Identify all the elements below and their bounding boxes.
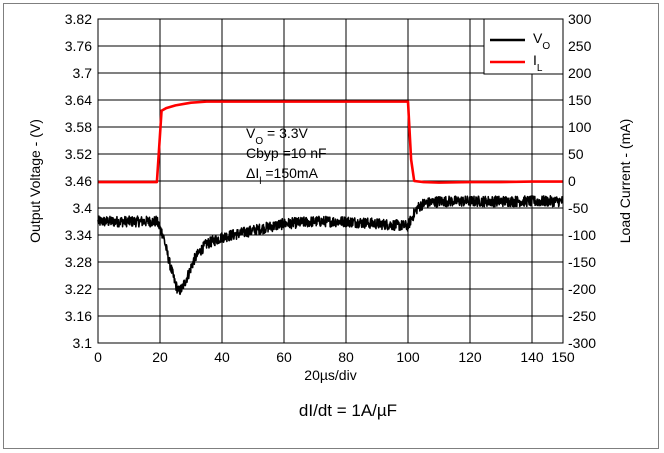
plot-area (97, 18, 564, 344)
y-axis-label-right: Load Current - (mA) (617, 119, 633, 243)
x-tick-label-60: 60 (276, 349, 292, 365)
x-tick-label-80: 80 (338, 349, 354, 365)
series-line-vo (97, 195, 564, 296)
legend: VO IL (483, 18, 564, 75)
annotation-vo-base: V (246, 125, 256, 141)
x-tick-label-100: 100 (396, 349, 420, 365)
y-left-tick-label-3.46: 3.46 (65, 173, 92, 189)
y-axis-label-left: Output Voltage - (V) (27, 119, 43, 243)
legend-label-il-sub: L (537, 63, 543, 74)
y-left-tick-label-3.16: 3.16 (65, 308, 92, 324)
x-axis-label: 20µs/div (304, 367, 356, 383)
annotation-cbyp: Cbyp =10 nF (246, 145, 327, 161)
figure-caption: dI/dt = 1A/µF (299, 401, 397, 420)
y-right-tick-label--100: -100 (568, 227, 596, 243)
y-right-tick-label-200: 200 (568, 65, 592, 81)
y-left-tick-label-3.58: 3.58 (65, 119, 92, 135)
legend-label-vo-sub: O (542, 41, 550, 52)
series-layer (97, 100, 564, 296)
y-right-tick-label--200: -200 (568, 281, 596, 297)
y-right-tick-label-100: 100 (568, 119, 592, 135)
y-left-tick-label-3.34: 3.34 (65, 227, 92, 243)
annotation-vo-rest: = 3.3V (263, 125, 308, 141)
x-tick-label-150: 150 (551, 349, 575, 365)
legend-label-vo: VO (533, 30, 550, 52)
annotation-vo-sub: O (255, 136, 263, 147)
chart-frame (3, 3, 659, 449)
x-tick-label-120: 120 (458, 349, 482, 365)
legend-box (483, 18, 564, 75)
x-tick-label-140: 140 (520, 349, 544, 365)
annotation-delta-i-sub: l (259, 176, 261, 187)
annotation-vo: VO = 3.3V (246, 125, 309, 147)
legend-label-vo-base: V (533, 30, 543, 46)
y-right-tick-label--150: -150 (568, 254, 596, 270)
y-left-tick-label-3.4: 3.4 (73, 200, 93, 216)
y-left-tick-label-3.28: 3.28 (65, 254, 92, 270)
y-right-tick-label-0: 0 (568, 173, 576, 189)
y-left-tick-label-3.7: 3.7 (73, 65, 93, 81)
legend-label-il: IL (533, 52, 543, 74)
ticks-layer: 0 20 40 60 80 100 120 140 150 3.82 3.76 3.7 3.64 3.58… (65, 11, 596, 365)
y-left-tick-label-3.76: 3.76 (65, 38, 92, 54)
y-right-tick-label-50: 50 (568, 146, 584, 162)
y-right-tick-label--250: -250 (568, 308, 596, 324)
y-right-tick-label--300: -300 (568, 335, 596, 351)
y-right-tick-label-150: 150 (568, 92, 592, 108)
x-tick-label-40: 40 (214, 349, 230, 365)
y-left-tick-label-3.82: 3.82 (65, 11, 92, 27)
y-left-tick-label-3.1: 3.1 (73, 335, 93, 351)
y-right-tick-label-300: 300 (568, 11, 592, 27)
legend-label-il-base: I (533, 52, 537, 68)
y-right-tick-label--50: -50 (568, 200, 588, 216)
x-tick-label-0: 0 (94, 349, 102, 365)
annotation-delta-i-rest: =150mA (261, 165, 318, 181)
annotation-delta-i: ΔIl =150mA (246, 165, 319, 187)
y-right-tick-label-250: 250 (568, 38, 592, 54)
annotation-delta-i-base: ΔI (246, 165, 259, 181)
y-left-tick-label-3.52: 3.52 (65, 146, 92, 162)
y-left-tick-label-3.64: 3.64 (65, 92, 92, 108)
y-left-tick-label-3.22: 3.22 (65, 281, 92, 297)
x-tick-label-20: 20 (152, 349, 168, 365)
series-line-il (98, 100, 563, 184)
